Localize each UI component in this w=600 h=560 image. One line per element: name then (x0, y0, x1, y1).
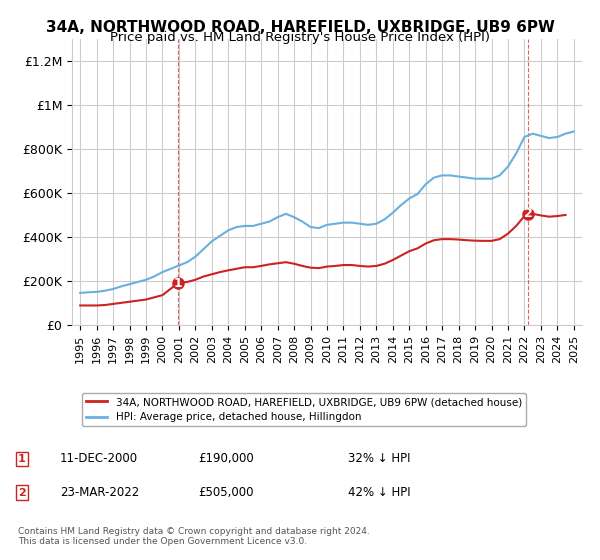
Text: Price paid vs. HM Land Registry's House Price Index (HPI): Price paid vs. HM Land Registry's House … (110, 31, 490, 44)
Text: 2: 2 (524, 207, 533, 220)
Text: 42% ↓ HPI: 42% ↓ HPI (348, 486, 410, 498)
Text: 1: 1 (18, 454, 26, 464)
Text: 2: 2 (18, 488, 26, 498)
Text: Contains HM Land Registry data © Crown copyright and database right 2024.
This d: Contains HM Land Registry data © Crown c… (18, 526, 370, 546)
Text: 32% ↓ HPI: 32% ↓ HPI (348, 452, 410, 465)
Text: £190,000: £190,000 (198, 452, 254, 465)
Text: 23-MAR-2022: 23-MAR-2022 (60, 486, 139, 498)
Text: £505,000: £505,000 (198, 486, 253, 498)
Text: 11-DEC-2000: 11-DEC-2000 (60, 452, 138, 465)
Legend: 34A, NORTHWOOD ROAD, HAREFIELD, UXBRIDGE, UB9 6PW (detached house), HPI: Average: 34A, NORTHWOOD ROAD, HAREFIELD, UXBRIDGE… (82, 393, 526, 426)
Text: 1: 1 (173, 277, 182, 290)
Text: 34A, NORTHWOOD ROAD, HAREFIELD, UXBRIDGE, UB9 6PW: 34A, NORTHWOOD ROAD, HAREFIELD, UXBRIDGE… (46, 20, 554, 35)
